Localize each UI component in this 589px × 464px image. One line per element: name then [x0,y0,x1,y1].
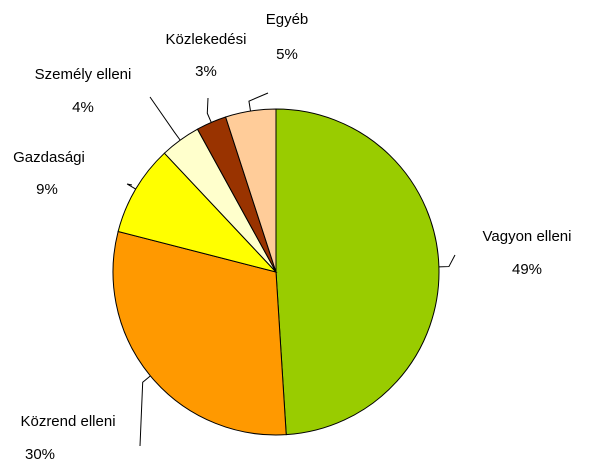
leader-line [139,375,151,447]
slice-value-label: 3% [195,63,217,80]
slice-value-label: 4% [72,99,94,116]
slice-value-label: 5% [276,46,298,63]
pie-slice [112,230,287,436]
slice-label: Személy elleni [35,66,132,83]
slice-value-label: 9% [36,181,58,198]
leader-line [149,96,181,141]
slice-label: Vagyon elleni [483,228,572,245]
slice-value-label: 49% [512,261,542,278]
leader-line [438,254,456,268]
pie-slice [224,108,277,273]
pie-slice [117,152,278,273]
leader-line [206,97,212,123]
slice-label: Közlekedési [166,31,247,48]
slice-label: Egyéb [266,11,309,28]
pie-slice [275,108,440,436]
leader-line [126,183,136,190]
slice-label: Gazdasági [13,149,85,166]
slice-value-label: 30% [25,446,55,463]
leader-line [248,92,269,112]
slice-label: Közrend elleni [20,413,115,430]
